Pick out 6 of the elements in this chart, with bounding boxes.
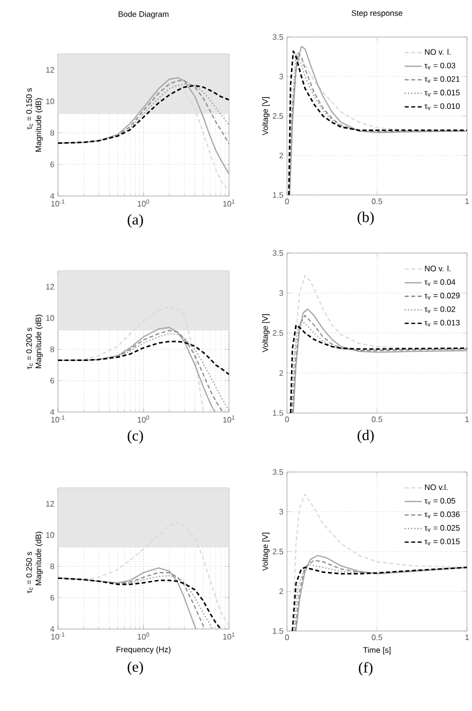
text: (e) — [128, 661, 143, 675]
text: (a) — [128, 214, 143, 228]
text: (b) — [358, 212, 374, 226]
text: (c) — [128, 430, 143, 444]
text: (d) — [358, 430, 374, 444]
text: (f) — [358, 662, 372, 676]
